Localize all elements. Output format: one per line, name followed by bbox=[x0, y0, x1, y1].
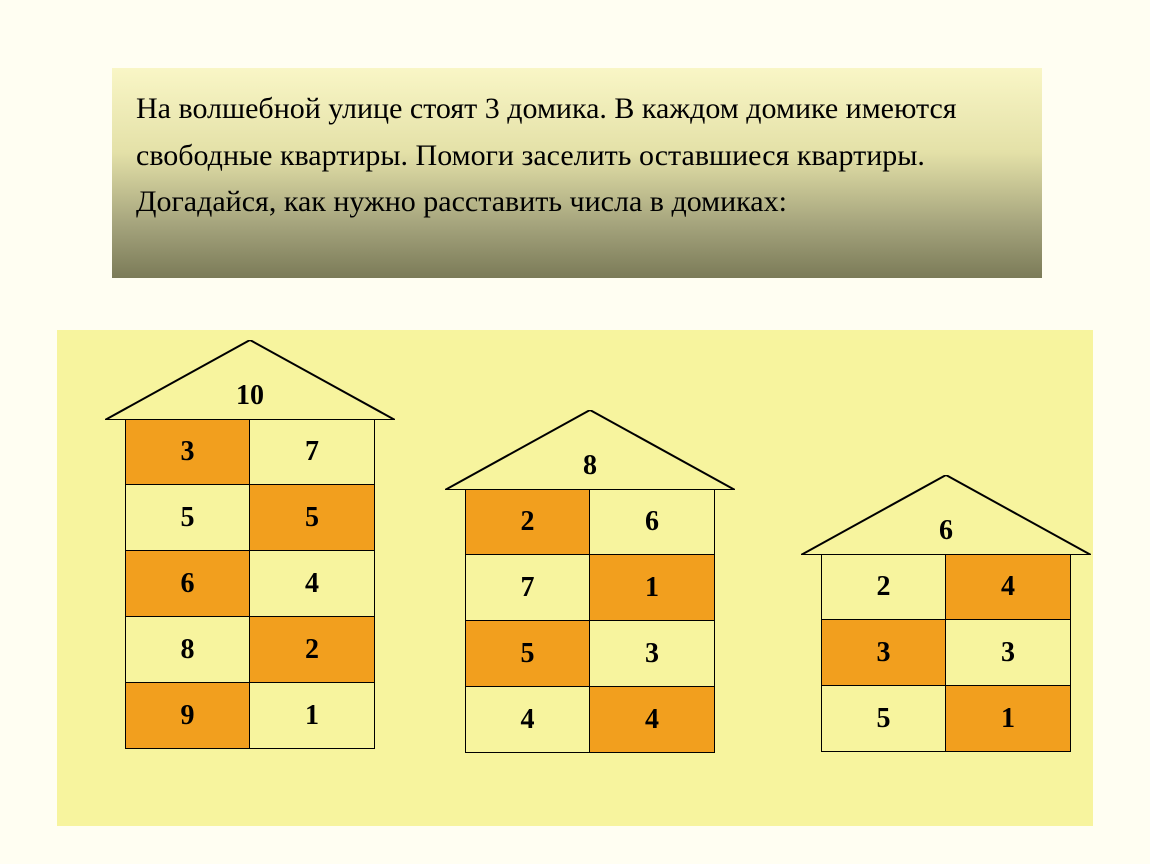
house-row: 33 bbox=[821, 620, 1071, 686]
house-rows: 3755648291 bbox=[125, 419, 375, 749]
house-cell: 3 bbox=[125, 419, 250, 485]
house-cell: 7 bbox=[465, 555, 590, 621]
house-cell: 1 bbox=[250, 683, 375, 749]
house-row: 82 bbox=[125, 617, 375, 683]
house-cell: 7 bbox=[250, 419, 375, 485]
instruction-text: На волшебной улице стоят 3 домика. В каж… bbox=[136, 92, 957, 218]
house-cell: 2 bbox=[465, 489, 590, 555]
house-cell: 3 bbox=[821, 620, 946, 686]
house-cell: 5 bbox=[125, 485, 250, 551]
house-cell: 8 bbox=[125, 617, 250, 683]
house-row: 51 bbox=[821, 686, 1071, 752]
house-rows: 26715344 bbox=[465, 489, 715, 753]
roof: 8 bbox=[445, 410, 735, 490]
roof-number: 6 bbox=[801, 515, 1091, 547]
house-row: 44 bbox=[465, 687, 715, 753]
roof-number: 8 bbox=[445, 450, 735, 482]
house-row: 55 bbox=[125, 485, 375, 551]
house-cell: 5 bbox=[821, 686, 946, 752]
house-cell: 4 bbox=[946, 554, 1071, 620]
house-cell: 5 bbox=[465, 621, 590, 687]
house-cell: 3 bbox=[946, 620, 1071, 686]
house-row: 64 bbox=[125, 551, 375, 617]
roof-number: 10 bbox=[105, 380, 395, 412]
house-row: 24 bbox=[821, 554, 1071, 620]
house-row: 37 bbox=[125, 419, 375, 485]
house-cell: 2 bbox=[821, 554, 946, 620]
house-cell: 4 bbox=[465, 687, 590, 753]
house-row: 53 bbox=[465, 621, 715, 687]
house-rows: 243351 bbox=[821, 554, 1071, 752]
instruction-box: На волшебной улице стоят 3 домика. В каж… bbox=[112, 68, 1042, 278]
house-cell: 5 bbox=[250, 485, 375, 551]
house-cell: 3 bbox=[590, 621, 715, 687]
house-cell: 1 bbox=[946, 686, 1071, 752]
house-cell: 4 bbox=[590, 687, 715, 753]
house-cell: 1 bbox=[590, 555, 715, 621]
houses-area: 1037556482918267153446243351 bbox=[57, 330, 1093, 826]
house-row: 26 bbox=[465, 489, 715, 555]
house-cell: 2 bbox=[250, 617, 375, 683]
house-cell: 6 bbox=[590, 489, 715, 555]
house-row: 71 bbox=[465, 555, 715, 621]
house-cell: 9 bbox=[125, 683, 250, 749]
house-cell: 6 bbox=[125, 551, 250, 617]
roof: 10 bbox=[105, 340, 395, 420]
house-row: 91 bbox=[125, 683, 375, 749]
house-cell: 4 bbox=[250, 551, 375, 617]
roof: 6 bbox=[801, 475, 1091, 555]
